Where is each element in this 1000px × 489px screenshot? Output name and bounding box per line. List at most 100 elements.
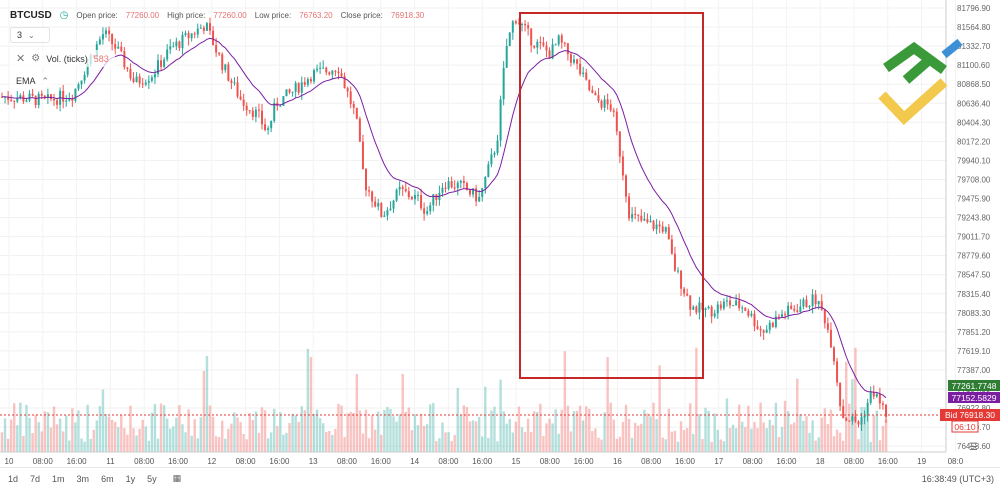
- candle-body: [150, 77, 153, 81]
- candle-body: [609, 104, 612, 111]
- chevron-up-icon[interactable]: ⌃: [41, 75, 50, 86]
- volume-bar: [685, 428, 689, 452]
- high-value: 77260.00: [213, 11, 247, 20]
- candle-body: [37, 93, 40, 106]
- volume-bar: [205, 355, 209, 452]
- time-tick-label: 08:00: [438, 457, 459, 466]
- volume-bar: [65, 415, 68, 452]
- low-label: Low price:: [254, 11, 292, 20]
- clock-readout: 16:38:49 (UTC+3): [921, 474, 994, 484]
- volume-bar: [16, 425, 19, 452]
- high-label: High price:: [167, 11, 206, 20]
- symbol-header: BTCUSD ◷ Open price: 77260.00 High price…: [10, 10, 424, 21]
- candle-body: [573, 59, 575, 63]
- time-axis[interactable]: 10 08:00 16:00 11 08:00 16:00 12 08:00 16:00 13 08…: [0, 451, 964, 466]
- timeframe-6m[interactable]: 6m: [101, 473, 114, 484]
- candle-body: [56, 100, 59, 105]
- candle-body: [251, 110, 254, 117]
- calendar-icon[interactable]: ▦: [172, 473, 182, 483]
- volume-bar: [169, 428, 172, 452]
- volume-bar: [193, 419, 196, 452]
- volume-bar: [110, 419, 114, 452]
- time-tick-label: 08:00: [134, 457, 155, 466]
- volume-bar: [536, 412, 539, 452]
- volume-bar: [707, 410, 710, 452]
- candle-body: [496, 140, 499, 153]
- volume-bar: [508, 418, 511, 452]
- volume-bar: [55, 424, 59, 452]
- volume-bar: [37, 422, 40, 452]
- volume-bar: [184, 432, 187, 452]
- time-tick-label: 08:00: [337, 457, 358, 466]
- close-icon[interactable]: ✕: [16, 53, 26, 65]
- period-select[interactable]: 3 ⌄: [10, 27, 50, 43]
- candle-body: [426, 211, 429, 214]
- volume-bar: [175, 417, 178, 452]
- volume-bar: [450, 440, 453, 452]
- candle-body: [120, 46, 123, 52]
- volume-bar: [533, 411, 536, 452]
- candle-body: [854, 416, 857, 422]
- candle-body: [126, 67, 129, 69]
- candle-body: [713, 313, 716, 317]
- volume-bar: [716, 429, 719, 452]
- price-tick-label: 81100.60: [957, 61, 990, 70]
- volume-bar: [172, 426, 175, 452]
- candle-body: [432, 194, 435, 206]
- price-tick-label: 81796.90: [957, 4, 991, 13]
- timeframe-1y[interactable]: 1y: [125, 473, 136, 484]
- candle-body: [166, 49, 169, 60]
- candle-body: [475, 188, 478, 202]
- candle-body: [735, 300, 738, 306]
- ema-indicator-row[interactable]: EMA ⌃: [10, 73, 56, 89]
- candle-body: [157, 60, 159, 75]
- symbol-name[interactable]: BTCUSD: [10, 10, 52, 21]
- timeframe-1m[interactable]: 1m: [52, 473, 65, 484]
- time-tick-label: 13: [309, 457, 318, 466]
- candle-body: [472, 188, 475, 195]
- volume-bar: [459, 415, 463, 452]
- candle-body: [689, 295, 692, 310]
- volume-bar: [789, 424, 793, 452]
- candle-body: [19, 95, 22, 99]
- candle-body: [80, 80, 83, 85]
- candle-body: [640, 215, 643, 221]
- candle-body: [839, 382, 842, 407]
- volume-indicator-row[interactable]: ✕ ⚙ Vol. (ticks) 583: [10, 50, 115, 67]
- volume-bar: [135, 435, 138, 452]
- timeframe-5y[interactable]: 5y: [147, 473, 157, 484]
- volume-bar: [419, 413, 423, 452]
- timeframe-1d[interactable]: 1d: [8, 473, 19, 484]
- volume-bar: [704, 407, 707, 452]
- candle-body: [407, 191, 410, 198]
- candle-body: [667, 227, 670, 240]
- candle-body: [343, 76, 346, 89]
- settings-sliders-icon[interactable]: ☰: [969, 442, 978, 453]
- price-tick-label: 79940.10: [957, 156, 991, 165]
- candle-body: [346, 88, 349, 92]
- price-tick-label: 81332.70: [957, 42, 991, 51]
- volume-bar: [43, 411, 47, 452]
- open-value: 77260.00: [125, 11, 160, 20]
- gear-icon[interactable]: ⚙: [31, 53, 41, 64]
- candle-body: [768, 322, 771, 330]
- volume-bar: [523, 431, 527, 452]
- timeframe-buttons: 1d 7d 1m 3m 6m 1y 5y: [8, 474, 169, 484]
- volume-bar: [74, 422, 77, 452]
- time-tick-label: 16:00: [472, 457, 493, 466]
- volume-bar: [725, 398, 729, 452]
- candle-body: [365, 168, 367, 191]
- candle-body: [371, 191, 374, 202]
- timeframe-7d[interactable]: 7d: [30, 473, 41, 484]
- volume-bar: [312, 413, 316, 452]
- candle-body: [508, 32, 511, 47]
- candle-body: [842, 406, 845, 418]
- candle-body: [661, 226, 664, 232]
- volume-bar: [297, 421, 300, 452]
- volume-bar: [594, 428, 597, 452]
- volume-bar: [239, 422, 242, 452]
- timeframe-3m[interactable]: 3m: [76, 473, 90, 484]
- candlestick-series: [1, 17, 887, 432]
- candle-body: [386, 210, 389, 216]
